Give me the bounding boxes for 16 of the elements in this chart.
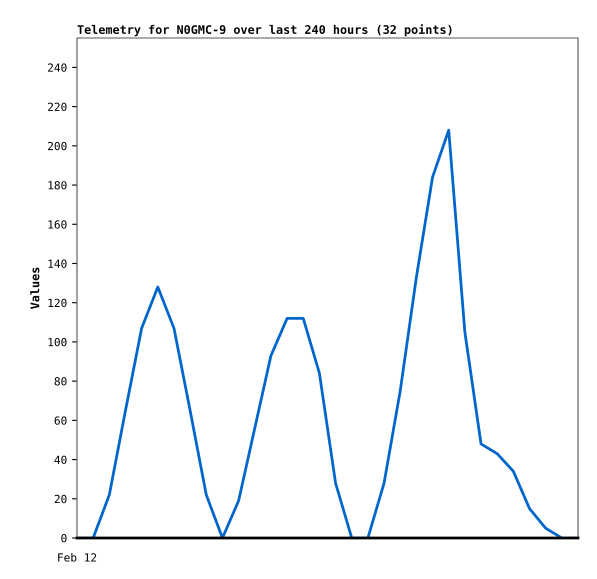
y-tick-label: 160 (48, 220, 67, 229)
y-tick-label: 100 (48, 338, 67, 346)
y-tick-label: 80 (54, 377, 67, 386)
y-axis-title: Values (30, 268, 40, 309)
y-tick-label: 140 (48, 259, 67, 268)
y-tick-label: 0 (61, 534, 67, 542)
chart-title: Telemetry for N0GMC-9 over last 240 hours (32 points) (78, 24, 452, 36)
y-tick-label: 120 (48, 298, 67, 308)
text: Feb 12 (58, 553, 96, 562)
y-tick-label: 40 (54, 456, 67, 464)
y-tick-label: 200 (48, 142, 67, 150)
y-tick-label: 220 (48, 102, 67, 112)
y-tick-label: 180 (48, 181, 67, 190)
y-tick-label: 240 (48, 63, 67, 72)
y-tick-label: 60 (54, 416, 67, 425)
y-tick-label: 20 (54, 494, 67, 504)
